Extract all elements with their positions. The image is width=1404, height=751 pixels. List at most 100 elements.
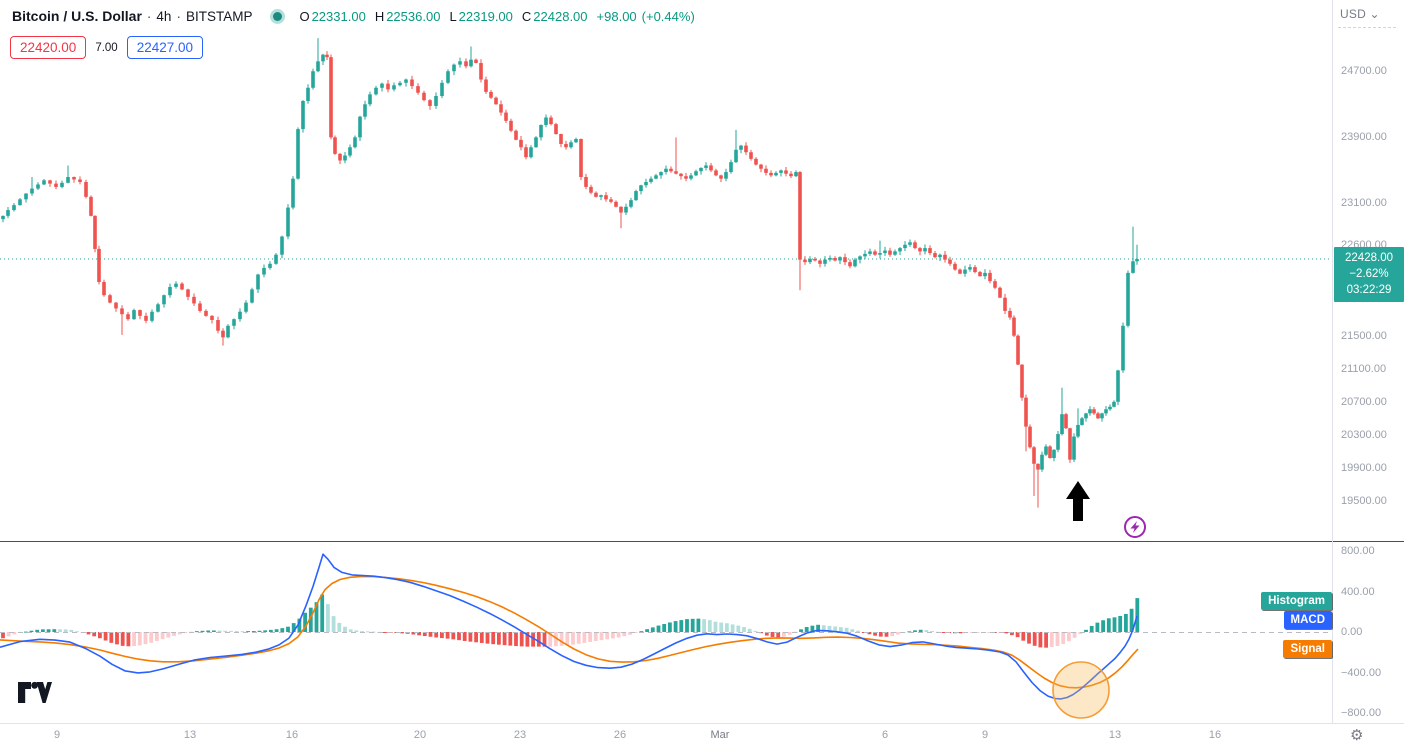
candle-body <box>374 87 378 95</box>
macd-histogram-bar <box>679 620 684 632</box>
macd-histogram-bar <box>314 602 319 632</box>
macd-histogram-bar <box>1027 632 1031 644</box>
candle-body <box>519 139 523 148</box>
candle-body <box>704 165 708 168</box>
macd-histogram-bar <box>554 632 558 647</box>
macd-histogram-bar <box>776 632 781 639</box>
candle-body <box>244 302 248 312</box>
price-axis-label: 21100.00 <box>1341 363 1387 375</box>
candle-body <box>828 258 832 260</box>
low-value: 22319.00 <box>458 8 513 24</box>
macd-histogram-bar <box>400 632 404 634</box>
candle-body <box>888 250 892 255</box>
macd-histogram-bar <box>696 618 701 632</box>
candle-body <box>204 310 208 316</box>
tradingview-logo[interactable] <box>18 681 52 704</box>
candle-body <box>684 176 688 179</box>
candle-body <box>1092 409 1096 414</box>
interval-label[interactable]: 4h <box>156 8 172 24</box>
spread-value: 7.00 <box>95 41 118 54</box>
candle-body <box>392 85 396 90</box>
candle-body <box>1116 370 1120 402</box>
candle-body <box>893 251 897 255</box>
macd-histogram-bar <box>337 622 342 632</box>
candle-body <box>858 256 862 260</box>
candle-body <box>943 254 947 260</box>
macd-histogram-bar <box>536 632 541 647</box>
macd-histogram-bar <box>183 632 188 634</box>
macd-histogram-bar <box>257 630 262 632</box>
candle-body <box>102 281 106 296</box>
macd-histogram-bar <box>98 632 102 639</box>
exchange-label[interactable]: BITSTAMP <box>185 8 253 24</box>
macd-histogram-bar <box>12 632 17 635</box>
candle-body <box>953 263 957 270</box>
gear-icon[interactable]: ⚙ <box>1350 727 1364 744</box>
macd-histogram-bar <box>143 632 148 645</box>
candle-body <box>1048 446 1052 459</box>
sell-button[interactable]: 22420.00 <box>10 36 87 59</box>
macd-histogram-bar <box>787 632 792 635</box>
candle-body <box>72 177 76 180</box>
macd-histogram-bar <box>326 604 330 632</box>
indicator-badge-histogram[interactable]: Histogram <box>1261 592 1332 610</box>
macd-histogram-bar <box>160 632 165 640</box>
macd-histogram-bar <box>850 629 855 632</box>
candle-body <box>789 173 793 177</box>
currency-selector[interactable]: USD ⌄ <box>1340 7 1380 21</box>
candle-body <box>679 173 683 177</box>
buy-button[interactable]: 22427.00 <box>126 36 204 59</box>
candle-body <box>898 248 902 252</box>
candle-body <box>198 303 202 311</box>
market-status-icon[interactable] <box>270 8 286 24</box>
candle-body <box>838 257 842 261</box>
macd-histogram-bar <box>360 631 364 633</box>
macd-histogram-bar <box>685 619 689 632</box>
candle-body <box>1012 317 1016 336</box>
candle-body <box>664 168 668 173</box>
pane-separator[interactable] <box>0 541 1404 542</box>
macd-histogram-bar <box>417 632 421 636</box>
order-panel: 22420.00 7.00 22427.00 <box>10 36 204 59</box>
candle-body <box>534 137 538 148</box>
candle-body <box>192 296 196 304</box>
macd-histogram-bar <box>451 632 456 640</box>
candle-body <box>993 281 997 288</box>
candle-body <box>440 82 444 97</box>
indicator-badge-macd[interactable]: MACD <box>1283 611 1332 629</box>
candle-body <box>226 325 230 338</box>
macd-histogram-bar <box>1067 632 1071 642</box>
time-axis-label: 26 <box>613 729 627 741</box>
candle-body <box>1056 434 1060 450</box>
macd-histogram-bar <box>479 632 484 643</box>
candle-body <box>280 236 284 255</box>
candle-body <box>629 200 633 207</box>
symbol-title[interactable]: Bitcoin / U.S. Dollar <box>12 8 142 24</box>
candle-body <box>813 258 817 261</box>
macd-histogram-bar <box>491 632 496 645</box>
macd-histogram-bar <box>975 632 980 633</box>
macd-histogram-bar <box>1095 622 1100 632</box>
last-price-change: −2.62% <box>1349 268 1389 280</box>
candle-body <box>138 310 142 316</box>
close-value: 22428.00 <box>533 8 588 24</box>
candle-body <box>913 242 917 249</box>
macd-histogram-bar <box>799 629 803 632</box>
candle-body <box>380 83 384 88</box>
macd-histogram-bar <box>525 632 530 647</box>
macd-histogram-bar <box>742 627 746 632</box>
indicator-badge-signal[interactable]: Signal <box>1283 640 1332 658</box>
candle-body <box>983 272 987 277</box>
candle-body <box>268 263 272 268</box>
macd-histogram-bar <box>844 627 849 632</box>
macd-histogram-bar <box>611 632 615 639</box>
time-axis-label: 16 <box>1208 729 1222 741</box>
macd-histogram-bar <box>52 629 57 632</box>
candle-body <box>978 272 982 277</box>
time-axis-label: 20 <box>413 729 427 741</box>
time-axis-label: 9 <box>981 729 989 741</box>
price-axis-label: 19900.00 <box>1341 462 1387 474</box>
candle-body <box>48 180 52 184</box>
candle-body <box>584 177 588 187</box>
